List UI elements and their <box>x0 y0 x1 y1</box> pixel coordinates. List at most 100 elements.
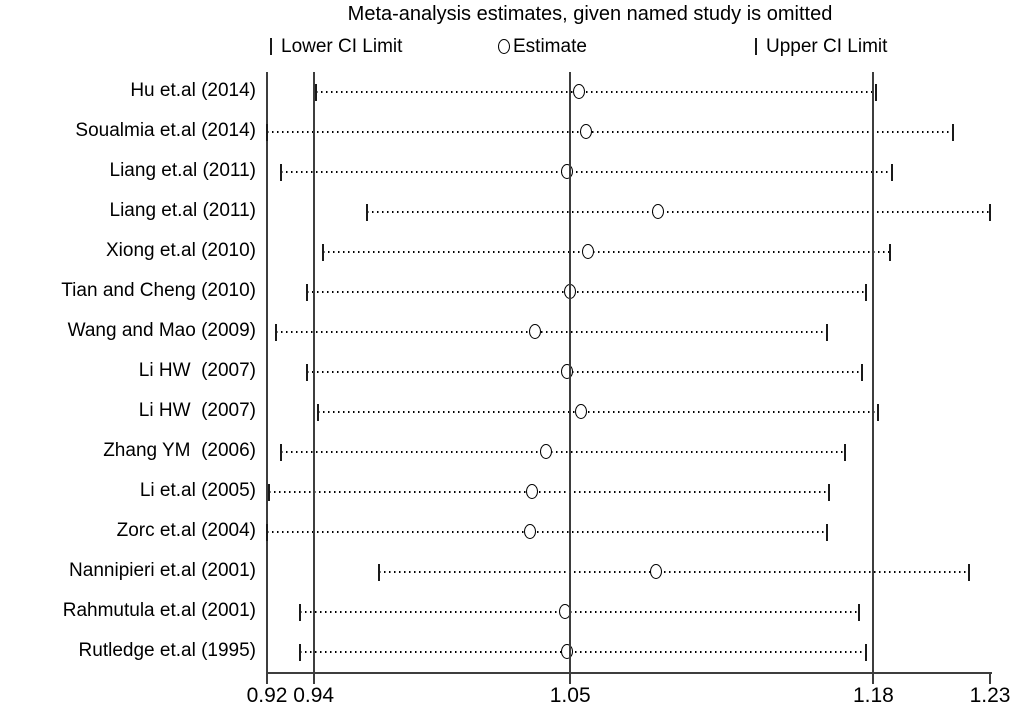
lower-ci-tick <box>321 244 324 261</box>
legend-lower-ci: Lower CI Limit <box>270 36 402 58</box>
x-axis-tick <box>989 672 991 684</box>
x-axis-tick-label: 1.18 <box>852 684 894 707</box>
lower-ci-tick <box>305 364 308 381</box>
study-label: Li et.al (2005) <box>139 480 256 501</box>
x-axis-tick <box>872 672 875 684</box>
lower-ci-tick <box>314 84 317 101</box>
x-axis-line <box>267 672 992 674</box>
estimate-marker <box>561 164 574 179</box>
lower-ci-tick <box>305 284 308 301</box>
legend-estimate: Estimate <box>498 36 587 58</box>
estimate-marker <box>582 244 595 259</box>
study-label: Rahmutula et.al (2001) <box>62 600 256 621</box>
ci-dotted-line <box>299 611 860 613</box>
upper-ci-tick <box>828 484 831 501</box>
study-label: Hu et.al (2014) <box>130 80 256 101</box>
chart-title: Meta-analysis estimates, given named stu… <box>347 3 833 25</box>
upper-ci-tick <box>888 244 891 261</box>
study-label: Rutledge et.al (1995) <box>78 640 256 661</box>
x-axis-tick-label: 0.92 <box>246 684 288 707</box>
upper-ci-tick <box>865 644 868 661</box>
reference-line <box>266 72 268 674</box>
ci-dotted-line <box>378 571 969 573</box>
study-label: Li HW (2007) <box>138 360 256 381</box>
upper-ci-tick <box>825 324 828 341</box>
ci-dotted-line <box>367 211 990 213</box>
study-label: Zorc et.al (2004) <box>116 520 256 541</box>
upper-ci-tick <box>951 124 954 141</box>
ci-dotted-line <box>280 171 893 173</box>
upper-ci-tick <box>891 164 894 181</box>
ci-dotted-line <box>269 491 830 493</box>
lower-ci-tick <box>298 604 301 621</box>
lower-ci-tick <box>266 124 268 141</box>
x-axis-tick <box>569 672 572 684</box>
ci-dotted-line <box>267 531 827 533</box>
study-label: Zhang YM (2006) <box>103 440 256 461</box>
estimate-marker <box>579 124 592 139</box>
reference-line <box>312 72 315 674</box>
lower-ci-tick <box>366 204 369 221</box>
study-label: Wang and Mao (2009) <box>67 320 256 341</box>
estimate-marker <box>526 484 539 499</box>
study-label: Tian and Cheng (2010) <box>61 280 256 301</box>
lower-ci-tick <box>298 644 301 661</box>
lower-ci-tick <box>266 524 268 541</box>
upper-ci-tick <box>858 604 861 621</box>
estimate-marker <box>649 564 662 579</box>
upper-ci-tick-icon <box>755 38 757 55</box>
study-label: Xiong et.al (2010) <box>106 240 256 261</box>
upper-ci-tick <box>844 444 847 461</box>
study-label: Soualmia et.al (2014) <box>75 120 256 141</box>
estimate-marker <box>572 84 585 99</box>
legend-upper-ci: Upper CI Limit <box>755 36 887 58</box>
ci-dotted-line <box>276 331 827 333</box>
upper-ci-tick <box>989 204 991 221</box>
estimate-marker <box>523 524 536 539</box>
ci-dotted-line <box>315 91 876 93</box>
ci-dotted-line <box>299 651 867 653</box>
study-label: Liang et.al (2011) <box>109 200 256 221</box>
estimate-marker <box>561 644 574 659</box>
lower-ci-tick-icon <box>270 38 272 55</box>
estimate-marker <box>561 364 574 379</box>
estimate-marker <box>575 404 588 419</box>
estimate-circle-icon <box>498 39 510 54</box>
upper-ci-tick <box>865 284 868 301</box>
ci-dotted-line <box>280 451 846 453</box>
upper-ci-tick <box>968 564 970 581</box>
study-label: Li HW (2007) <box>138 400 256 421</box>
x-axis-tick <box>312 672 315 684</box>
study-label: Nannipieri et.al (2001) <box>69 560 256 581</box>
x-axis-tick-label: 1.23 <box>969 684 1011 707</box>
estimate-marker <box>652 204 665 219</box>
estimate-marker <box>528 324 541 339</box>
ci-dotted-line <box>267 131 953 133</box>
lower-ci-tick <box>317 404 320 421</box>
ci-dotted-line <box>322 251 890 253</box>
ci-dotted-line <box>318 411 879 413</box>
legend-lower-ci-label: Lower CI Limit <box>281 36 403 57</box>
upper-ci-tick <box>860 364 863 381</box>
reference-line <box>569 72 572 674</box>
x-axis-tick <box>266 672 268 684</box>
upper-ci-tick <box>825 524 828 541</box>
x-axis-tick-label: 1.05 <box>549 684 591 707</box>
ci-dotted-line <box>306 371 862 373</box>
lower-ci-tick <box>275 324 278 341</box>
upper-ci-tick <box>874 84 877 101</box>
legend-estimate-label: Estimate <box>513 36 587 57</box>
x-axis-tick-label: 0.94 <box>293 684 335 707</box>
lower-ci-tick <box>279 444 282 461</box>
study-label: Liang et.al (2011) <box>109 160 256 181</box>
lower-ci-tick <box>377 564 380 581</box>
lower-ci-tick <box>268 484 271 501</box>
lower-ci-tick <box>279 164 282 181</box>
upper-ci-tick <box>877 404 880 421</box>
ci-dotted-line <box>306 291 867 293</box>
reference-line <box>872 72 875 674</box>
legend-upper-ci-label: Upper CI Limit <box>766 36 888 57</box>
estimate-marker <box>540 444 553 459</box>
